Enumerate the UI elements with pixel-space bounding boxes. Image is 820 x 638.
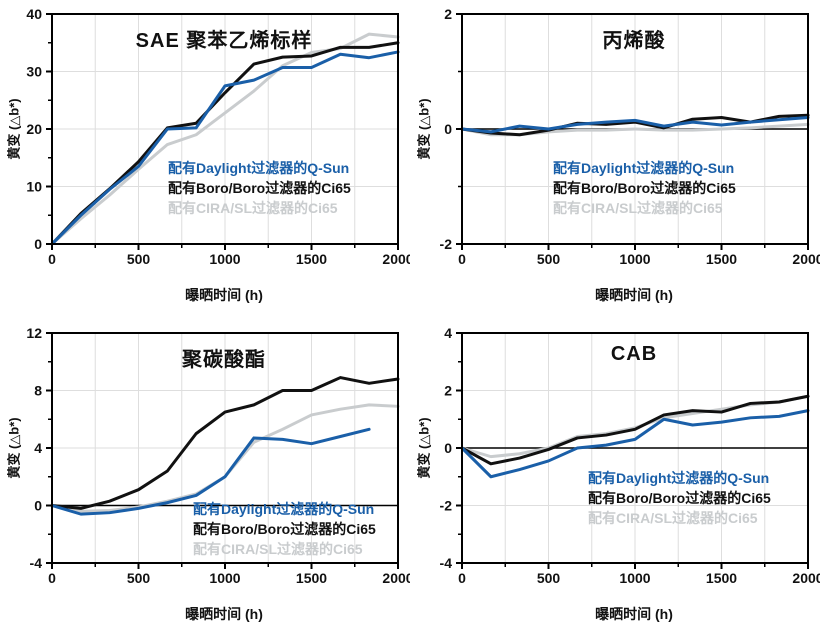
x-tick-label: 2000 [792,251,820,267]
y-tick-label: -4 [30,555,43,571]
legend-item-cira: 配有CIRA/SL过滤器的Ci65 [588,510,758,526]
y-tick-label: 40 [26,6,42,22]
legend-item-boro: 配有Boro/Boro过滤器的Ci65 [193,521,376,537]
y-tick-label: 0 [34,236,42,252]
x-tick-label: 500 [127,570,151,586]
series-line-qsun [460,116,810,134]
y-tick-label: 2 [444,383,452,399]
legend-item-boro: 配有Boro/Boro过滤器的Ci65 [553,180,736,196]
x-tick-label: 2000 [792,570,820,586]
chart-acrylic: 0 500 1000 1500 2000 -2 0 2 丙烯酸 黄变 (△b*) 曝晒时间 (… [410,0,820,319]
x-tick-label: 1000 [209,570,240,586]
y-tick-label: 0 [444,440,452,456]
series-line-qsun [50,427,371,516]
x-tick-label: 1000 [209,251,240,267]
series-line-boro [460,394,810,466]
series-line-boro [50,376,400,510]
legend: 配有Daylight过滤器的Q-Sun 配有Boro/Boro过滤器的Ci65 … [588,468,771,528]
y-axis-label: 黄变 (△b*) [416,98,432,160]
y-tick-label: -4 [440,555,453,571]
x-axis-label: 曝晒时间 (h) [185,287,263,303]
y-tick-label: 8 [34,383,42,399]
chart-title: 聚碳酸酯 [182,349,266,371]
chart-title: CAB [610,343,658,365]
y-tick-label: -2 [440,236,453,252]
x-tick-label: 2000 [382,251,410,267]
y-axis-label: 黄变 (△b*) [6,417,22,479]
chart-title: 丙烯酸 [602,30,666,52]
x-tick-label: 500 [537,570,561,586]
y-tick-label: -2 [440,498,453,514]
x-tick-label: 500 [127,251,151,267]
legend: 配有Daylight过滤器的Q-Sun 配有Boro/Boro过滤器的Ci65 … [168,158,351,218]
x-tick-label: 0 [458,251,466,267]
legend-item-cira: 配有CIRA/SL过滤器的Ci65 [193,541,363,557]
plot-area-cab: 0 500 1000 1500 2000 -4 -2 0 2 4 [440,325,820,586]
x-tick-label: 0 [458,570,466,586]
legend-item-qsun: 配有Daylight过滤器的Q-Sun [168,160,350,176]
plot-area-polycarbonate: 0 500 1000 1500 2000 -4 0 4 8 12 [26,325,410,586]
y-tick-label: 30 [26,64,42,80]
y-tick-label: 2 [444,6,452,22]
y-tick-label: 10 [26,179,42,195]
legend-item-qsun: 配有Daylight过滤器的Q-Sun [193,501,375,517]
x-tick-label: 0 [48,570,56,586]
y-tick-label: 12 [26,325,42,341]
x-axis-label: 曝晒时间 (h) [185,606,263,622]
series-line-qsun [460,409,810,479]
y-tick-label: 4 [444,325,452,341]
chart-title: SAE 聚苯乙烯标样 [135,30,313,52]
legend-item-qsun: 配有Daylight过滤器的Q-Sun [553,160,735,176]
legend-item-cira: 配有CIRA/SL过滤器的Ci65 [168,200,338,216]
legend-item-boro: 配有Boro/Boro过滤器的Ci65 [588,490,771,506]
legend-item-boro: 配有Boro/Boro过滤器的Ci65 [168,180,351,196]
legend-item-cira: 配有CIRA/SL过滤器的Ci65 [553,200,723,216]
x-axis-label: 曝晒时间 (h) [595,287,673,303]
x-tick-label: 1500 [706,570,737,586]
x-tick-label: 1000 [619,251,650,267]
x-tick-label: 2000 [382,570,410,586]
y-tick-label: 0 [444,121,452,137]
y-axis-label: 黄变 (△b*) [416,417,432,479]
x-axis-label: 曝晒时间 (h) [595,606,673,622]
plot-area-acrylic: 0 500 1000 1500 2000 -2 0 2 [440,6,820,267]
legend: 配有Daylight过滤器的Q-Sun 配有Boro/Boro过滤器的Ci65 … [553,158,736,218]
x-tick-label: 500 [537,251,561,267]
y-axis-label: 黄变 (△b*) [6,98,22,160]
x-tick-label: 1500 [706,251,737,267]
x-tick-label: 1500 [296,251,327,267]
y-tick-label: 20 [26,121,42,137]
y-tick-label: 4 [34,440,42,456]
x-tick-label: 0 [48,251,56,267]
chart-polycarbonate: 0 500 1000 1500 2000 -4 0 4 8 12 聚碳酸酯 黄变 (△b*) 曝晒… [0,319,411,638]
chart-sae-polystyrene: 0 500 1000 1500 2000 0 10 20 30 40 SAE 聚苯乙烯标样 黄变 … [0,0,411,319]
legend-item-qsun: 配有Daylight过滤器的Q-Sun [588,470,770,486]
series-line-qsun [50,50,400,246]
x-tick-label: 1500 [296,570,327,586]
x-tick-label: 1000 [619,570,650,586]
plot-area-sae: 0 500 1000 1500 2000 0 10 20 30 40 [26,6,410,267]
legend: 配有Daylight过滤器的Q-Sun 配有Boro/Boro过滤器的Ci65 … [193,499,376,559]
chart-cab: 0 500 1000 1500 2000 -4 -2 0 2 4 CAB 黄变 (△b*) 曝晒时… [410,319,820,638]
y-tick-label: 0 [34,498,42,514]
